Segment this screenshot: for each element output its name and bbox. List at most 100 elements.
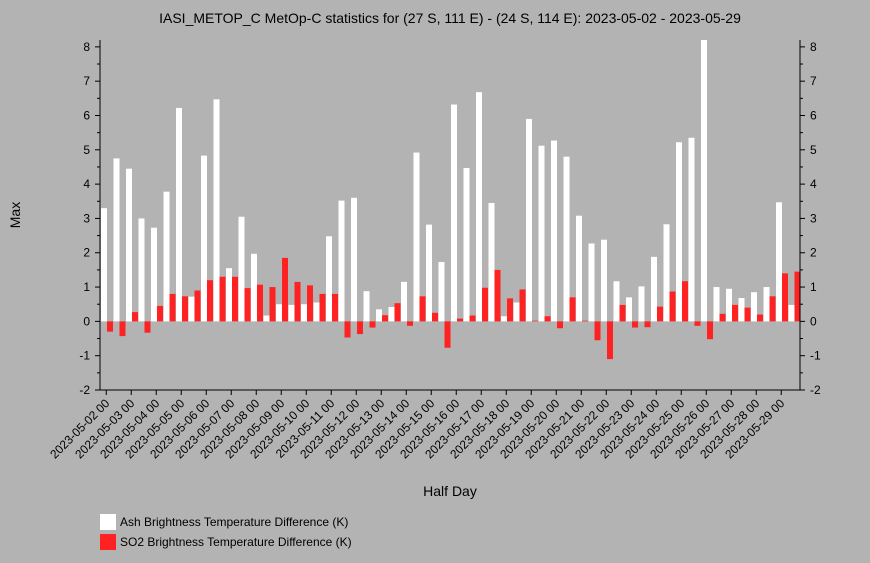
so2-bar (632, 321, 638, 328)
legend-label-ash: Ash Brightness Temperature Difference (K… (120, 515, 349, 529)
ash-bar (126, 168, 132, 322)
y-tick-label-right: 4 (810, 177, 817, 191)
ash-bar (751, 292, 757, 322)
so2-bar (132, 312, 138, 322)
ash-bar (163, 191, 170, 322)
y-tick-label-left: 4 (83, 177, 90, 191)
ash-bar (401, 281, 407, 322)
so2-bar (144, 321, 151, 333)
so2-bar (444, 321, 451, 348)
y-tick-label-left: 3 (83, 211, 90, 225)
so2-bar (482, 287, 488, 322)
so2-bar (494, 269, 501, 322)
so2-bar (469, 315, 476, 322)
ash-bar (276, 304, 282, 322)
bars-group (101, 40, 801, 360)
chart-title: IASI_METOP_C MetOp-C statistics for (27 … (159, 10, 741, 26)
y-tick-label-left: 8 (83, 40, 90, 54)
so2-bar (707, 321, 713, 340)
ash-bar (726, 288, 732, 322)
y-tick-label-left: 2 (83, 246, 90, 260)
so2-bar (419, 296, 426, 322)
so2-bar (644, 321, 651, 328)
so2-bar (307, 285, 313, 322)
y-tick-label-right: 5 (810, 143, 817, 157)
so2-bar (769, 296, 776, 322)
ash-bar (576, 215, 582, 322)
ash-bar (551, 140, 557, 322)
ash-bar (651, 256, 657, 322)
so2-bar (757, 314, 763, 322)
ash-bar (313, 302, 320, 322)
ash-bar (538, 145, 545, 322)
y-tick-label-right: 2 (810, 246, 817, 260)
so2-bar (394, 303, 401, 322)
ash-bar (251, 253, 257, 322)
ash-bar (638, 286, 645, 322)
so2-bar (669, 291, 676, 322)
so2-bar (332, 293, 338, 322)
so2-bar (457, 318, 463, 322)
y-tick-label-left: 7 (83, 74, 90, 88)
so2-bar (219, 276, 226, 322)
ash-bar (663, 224, 670, 322)
ash-bar (413, 152, 420, 322)
ash-bar (676, 142, 682, 322)
so2-bar (407, 321, 413, 326)
ash-bar (263, 315, 270, 322)
ash-bar (613, 281, 620, 322)
so2-bar (682, 281, 688, 322)
ash-bar (113, 158, 120, 322)
so2-bar (194, 290, 201, 322)
legend-swatch-ash (100, 514, 116, 530)
legend-item-so2: SO2 Brightness Temperature Difference (K… (100, 532, 352, 552)
so2-bar (269, 287, 276, 322)
ash-bar (701, 40, 707, 322)
ash-bar (188, 296, 195, 322)
so2-bar (382, 315, 388, 322)
y-axis-label: Max (7, 202, 23, 228)
ash-bar (438, 262, 445, 322)
y-tick-label-left: -1 (79, 349, 90, 363)
ash-bar (476, 92, 482, 322)
ash-bar (201, 155, 207, 322)
so2-bar (182, 296, 188, 322)
y-tick-label-right: 0 (810, 314, 817, 328)
ash-bar (463, 167, 470, 322)
ash-bar (326, 236, 332, 322)
so2-bar (344, 321, 351, 338)
legend-swatch-so2 (100, 534, 116, 550)
so2-bar (619, 304, 626, 322)
ash-bar (363, 291, 370, 322)
y-tick-label-left: 1 (83, 280, 90, 294)
so2-bar (157, 305, 163, 322)
so2-bar (782, 273, 788, 322)
y-tick-label-right: -2 (810, 383, 821, 397)
ash-bar (513, 302, 520, 322)
so2-bar (319, 293, 326, 322)
ash-bar (288, 304, 295, 322)
so2-bar (794, 271, 801, 322)
so2-bar (694, 321, 701, 326)
ash-bar (151, 227, 157, 322)
ash-bar (426, 224, 432, 322)
ash-bar (501, 316, 507, 322)
legend-item-ash: Ash Brightness Temperature Difference (K… (100, 512, 352, 532)
so2-bar (282, 257, 288, 322)
ash-bar (788, 304, 795, 322)
y-tick-label-right: 6 (810, 108, 817, 122)
ash-bar (526, 118, 532, 322)
ash-bar (351, 197, 357, 322)
y-tick-label-right: 7 (810, 74, 817, 88)
so2-bar (294, 281, 301, 322)
so2-bar (732, 304, 738, 322)
ash-bar (388, 306, 395, 322)
ash-bar (451, 104, 457, 322)
so2-bar (507, 298, 513, 322)
y-tick-label-right: 8 (810, 40, 817, 54)
ash-bar (563, 156, 570, 322)
so2-bar (119, 321, 126, 337)
ash-bar (626, 297, 632, 322)
so2-bar (557, 321, 563, 329)
so2-bar (744, 307, 751, 322)
